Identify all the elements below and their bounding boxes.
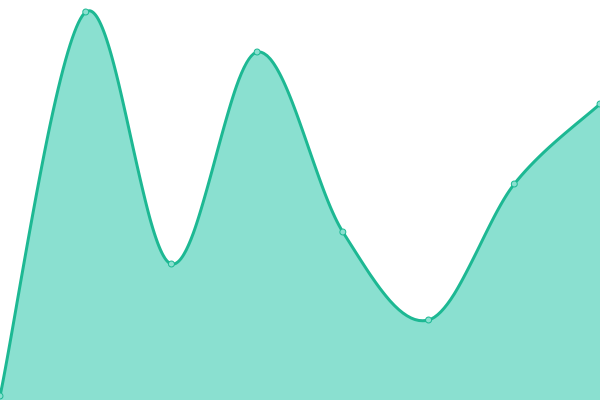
data-point-0: [0, 392, 4, 400]
data-point-1: [82, 8, 90, 16]
data-point-5: [425, 316, 433, 324]
data-point-4: [339, 228, 347, 236]
data-points: [0, 8, 600, 400]
area-fill: [0, 10, 600, 400]
data-point-3: [253, 48, 261, 56]
data-point-2: [167, 260, 175, 268]
data-point-7: [596, 100, 600, 108]
data-point-6: [510, 180, 518, 188]
